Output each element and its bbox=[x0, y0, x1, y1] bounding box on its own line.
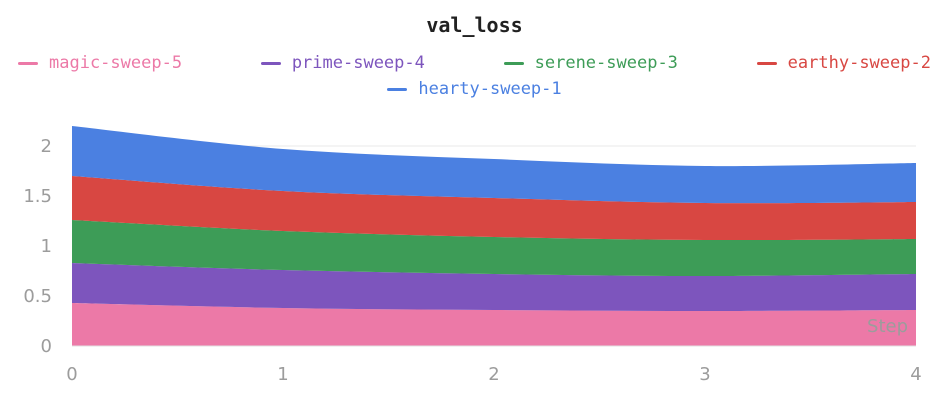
legend-line-icon bbox=[503, 61, 524, 65]
chart-title: val_loss bbox=[426, 13, 523, 37]
x-tick-label: 0 bbox=[66, 364, 77, 385]
legend-line-icon bbox=[756, 61, 777, 65]
legend: magic-sweep-5 prime-sweep-4 serene-sweep… bbox=[0, 50, 949, 102]
legend-label: magic-sweep-5 bbox=[49, 53, 183, 73]
legend-row-2: hearty-sweep-1 bbox=[0, 76, 949, 102]
y-tick-label: 2 bbox=[41, 136, 52, 157]
x-tick-label: 2 bbox=[488, 364, 499, 385]
x-tick-label: 3 bbox=[699, 364, 710, 385]
legend-label: serene-sweep-3 bbox=[534, 53, 678, 73]
legend-line-icon bbox=[18, 61, 38, 65]
legend-item-hearty-sweep-1[interactable]: hearty-sweep-1 bbox=[387, 79, 562, 99]
y-tick-label: 1 bbox=[41, 236, 52, 257]
area-earthy-sweep-2 bbox=[72, 176, 916, 241]
legend-label: hearty-sweep-1 bbox=[418, 79, 562, 99]
legend-item-magic-sweep-5[interactable]: magic-sweep-5 bbox=[18, 53, 182, 73]
x-axis-label: Step bbox=[867, 316, 908, 337]
x-tick-label: 1 bbox=[277, 364, 288, 385]
area-prime-sweep-4 bbox=[72, 263, 916, 311]
legend-label: earthy-sweep-2 bbox=[787, 53, 931, 73]
legend-item-serene-sweep-3[interactable]: serene-sweep-3 bbox=[503, 53, 678, 73]
y-tick-label: 0 bbox=[41, 336, 52, 357]
y-tick-label: 1.5 bbox=[23, 186, 52, 207]
y-tick-label: 0.5 bbox=[23, 286, 52, 307]
area-serene-sweep-3 bbox=[72, 220, 916, 276]
area-hearty-sweep-1 bbox=[72, 126, 916, 204]
x-tick-label: 4 bbox=[910, 364, 921, 385]
area-magic-sweep-5 bbox=[72, 303, 916, 346]
stacked-area-plot: 0 0.5 1 1.5 2 0 1 2 3 4 Step bbox=[23, 126, 922, 385]
legend-item-prime-sweep-4[interactable]: prime-sweep-4 bbox=[260, 53, 425, 73]
legend-line-icon bbox=[387, 87, 408, 91]
legend-row-1: magic-sweep-5 prime-sweep-4 serene-sweep… bbox=[0, 50, 949, 76]
legend-label: prime-sweep-4 bbox=[291, 53, 425, 73]
legend-line-icon bbox=[260, 61, 281, 65]
legend-item-earthy-sweep-2[interactable]: earthy-sweep-2 bbox=[756, 53, 931, 73]
plot-area: 0 0.5 1 1.5 2 0 1 2 3 4 Step bbox=[0, 116, 949, 404]
